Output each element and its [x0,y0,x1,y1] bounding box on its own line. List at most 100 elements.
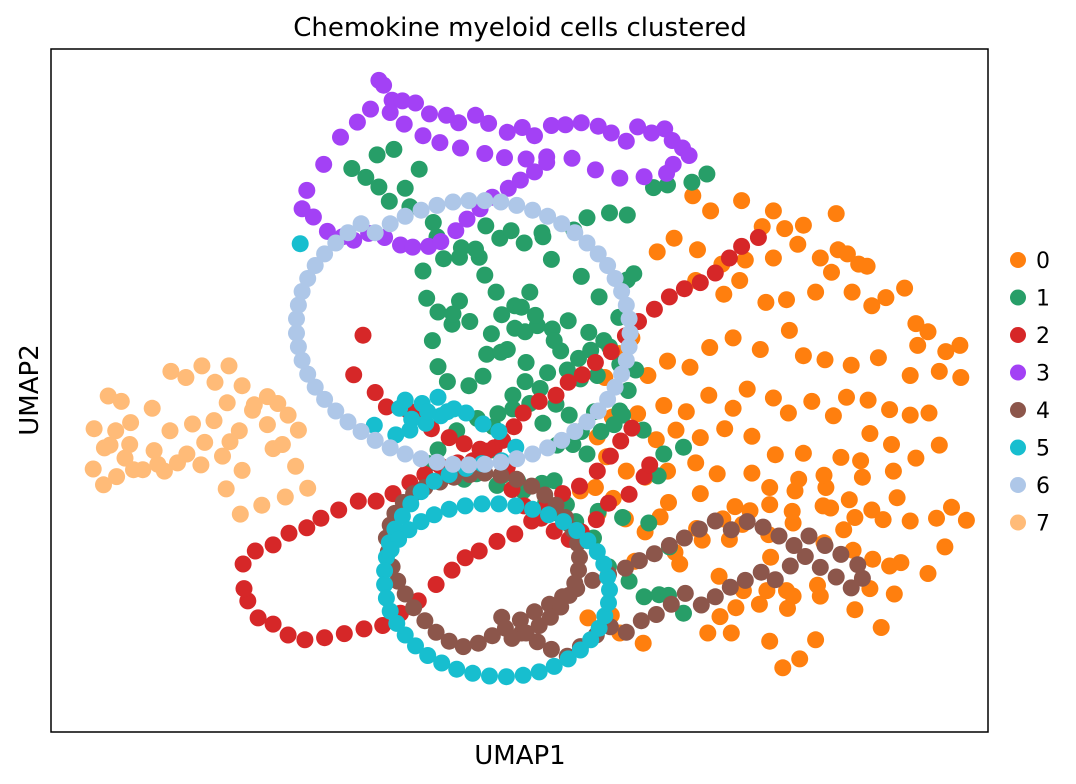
point-cluster-6-12 [553,215,571,233]
point-cluster-0-100 [815,466,833,484]
point-cluster-0-33 [909,336,927,354]
point-cluster-6-45 [327,402,345,420]
point-cluster-2-70 [559,373,577,391]
point-cluster-6-3 [412,201,430,219]
point-cluster-0-20 [757,293,775,311]
point-cluster-7-6 [121,436,139,453]
point-cluster-7-3 [122,414,140,432]
point-cluster-4-30 [770,527,788,545]
legend-label-4: 4 [1036,399,1050,424]
point-cluster-2-1 [345,366,363,384]
point-cluster-2-22 [641,456,659,474]
point-cluster-0-104 [691,485,709,503]
legend-marker-4 [1010,402,1026,418]
point-cluster-6-24 [613,365,631,383]
point-cluster-7-46 [273,436,291,453]
point-cluster-1-92 [482,325,500,343]
point-cluster-6-40 [396,445,414,463]
point-cluster-4-23 [842,579,860,597]
legend-label-5: 5 [1036,437,1050,462]
point-cluster-0-45 [724,329,742,347]
point-cluster-4-29 [785,537,803,554]
point-cluster-6-13 [566,224,584,242]
point-cluster-6-22 [620,338,638,356]
point-cluster-0-35 [951,336,969,354]
point-cluster-1-122 [385,140,403,158]
point-cluster-6-50 [289,338,307,356]
point-cluster-1-30 [619,382,637,399]
point-cluster-7-44 [299,479,317,497]
point-cluster-6-48 [299,365,317,383]
point-cluster-2-50 [246,542,264,560]
point-cluster-1-39 [504,386,522,404]
point-cluster-1-113 [477,217,495,235]
point-cluster-6-8 [492,193,510,211]
point-cluster-7-11 [177,369,195,386]
point-cluster-0-29 [877,289,895,307]
point-cluster-2-24 [612,432,630,450]
point-cluster-6-47 [306,378,324,396]
point-cluster-7-37 [289,421,307,439]
point-cluster-6-43 [352,423,370,440]
point-cluster-4-39 [630,552,648,570]
point-cluster-3-20 [643,124,661,142]
point-cluster-4-79 [570,561,587,579]
legend-label-2: 2 [1036,324,1050,349]
point-cluster-0-14 [689,241,706,259]
point-cluster-1-58 [635,588,653,606]
point-cluster-6-56 [306,257,324,274]
point-cluster-6-10 [524,201,542,219]
point-cluster-4-82 [552,598,570,616]
point-cluster-0-78 [667,421,685,439]
point-cluster-0-120 [928,509,945,527]
point-cluster-2-33 [470,542,488,560]
point-cluster-2-46 [249,609,267,627]
point-cluster-2-35 [443,561,461,579]
point-cluster-4-46 [526,603,543,621]
point-cluster-1-40 [489,405,507,423]
point-cluster-5-0 [291,235,309,253]
point-cluster-4-50 [469,634,487,652]
point-cluster-1-89 [539,364,557,382]
point-cluster-0-119 [936,538,954,556]
point-cluster-6-7 [476,192,494,210]
point-cluster-0-74 [766,446,784,464]
legend-marker-0 [1010,252,1026,268]
point-cluster-0-7 [827,205,845,223]
point-cluster-5-56 [568,522,586,539]
point-cluster-7-7 [145,442,163,460]
point-cluster-1-16 [474,367,492,385]
point-cluster-7-9 [143,399,161,417]
point-cluster-4-16 [736,571,754,589]
point-cluster-2-54 [312,509,330,527]
point-cluster-0-156 [791,650,809,668]
point-cluster-3-33 [496,149,513,167]
legend: 0 1 2 3 4 5 6 7 [1010,249,1050,537]
point-cluster-2-68 [530,392,548,410]
series-cluster-0 [571,187,975,677]
point-cluster-3-6 [437,106,455,124]
point-cluster-0-162 [579,609,597,627]
point-cluster-5-59 [524,500,542,518]
point-cluster-0-37 [952,369,970,386]
series-cluster-5 [291,235,618,686]
point-cluster-0-87 [779,404,797,422]
point-cluster-4-33 [722,521,740,539]
point-cluster-5-22 [425,472,443,490]
point-cluster-5-31 [377,589,395,607]
point-cluster-0-4 [764,202,782,220]
point-cluster-0-10 [789,235,807,253]
point-cluster-4-52 [440,632,458,650]
point-cluster-6-15 [589,245,607,263]
point-cluster-4-11 [662,595,680,613]
point-cluster-0-84 [724,399,742,417]
point-cluster-6-37 [444,455,462,473]
point-cluster-7-41 [231,505,249,523]
point-cluster-4-57 [389,572,407,590]
point-cluster-3-19 [629,118,647,136]
point-cluster-0-95 [930,436,948,454]
point-cluster-2-42 [316,629,334,647]
point-cluster-0-5 [776,220,794,238]
point-cluster-0-6 [794,216,812,234]
